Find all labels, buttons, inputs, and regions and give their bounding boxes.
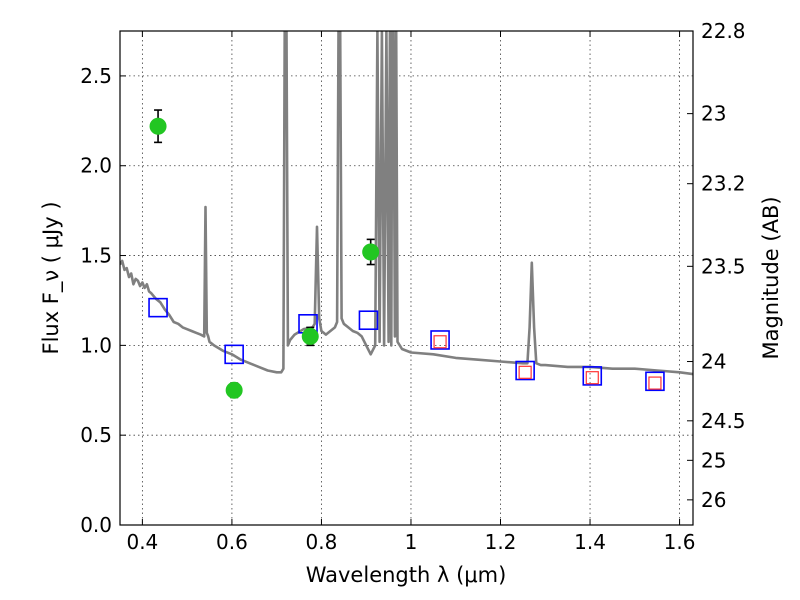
x-tick-label: 0.4 [126, 530, 158, 554]
right-tick-label: 23.5 [701, 254, 746, 278]
model-point [358, 310, 379, 331]
y-tick-label: 2.0 [80, 154, 112, 178]
inner-point [433, 335, 447, 349]
y-tick-label: 0.0 [80, 513, 112, 537]
y-tick-label: 1.5 [80, 244, 112, 268]
x-tick-label: 0.8 [306, 530, 338, 554]
x-axis-label: Wavelength λ (μm) [306, 563, 507, 587]
y-tick-label: 0.5 [80, 423, 112, 447]
observed-point [225, 381, 243, 399]
right-tick-label: 24.5 [701, 409, 746, 433]
right-tick-label: 22.8 [701, 19, 746, 43]
x-axis: 0.4 0.6 0.8 1 1.2 1.4 1.6 [126, 31, 695, 554]
right-tick-label: 23 [701, 102, 726, 126]
x-tick-label: 1 [405, 530, 418, 554]
markers [148, 109, 665, 399]
inner-point [585, 371, 599, 385]
y-axis-label: Flux F_ν ( μJy ) [39, 201, 64, 354]
right-tick-label: 23.2 [701, 172, 746, 196]
observed-point [301, 327, 319, 345]
spectrum-line [120, 31, 693, 376]
model-point [148, 297, 168, 318]
x-tick-label: 1.4 [574, 530, 606, 554]
x-tick-label: 1.6 [664, 530, 696, 554]
y-tick-label: 2.5 [80, 64, 112, 88]
model-point [430, 330, 450, 350]
right-axis-label: Magnitude (AB) [759, 196, 783, 359]
plot-area [120, 31, 693, 376]
inner-point [518, 365, 532, 379]
right-tick-label: 25 [701, 448, 726, 472]
x-tick-label: 1.2 [485, 530, 517, 554]
observed-point [362, 243, 380, 261]
model-point [224, 344, 244, 365]
x-tick-label: 0.6 [216, 530, 248, 554]
right-axis: 22.8 23 23.2 23.5 24 24.5 25 26 [687, 19, 746, 512]
y-tick-label: 1.0 [80, 333, 112, 357]
model-point [645, 371, 665, 392]
right-tick-label: 26 [701, 488, 726, 512]
right-tick-label: 24 [701, 350, 726, 374]
grid [120, 31, 693, 526]
inner-point [648, 376, 662, 390]
model-point [515, 360, 535, 381]
y-axis: 0.0 0.5 1.0 1.5 2.0 2.5 [80, 64, 126, 537]
plot-frame [119, 30, 694, 526]
observed-point [149, 117, 167, 135]
model-point [582, 366, 603, 386]
